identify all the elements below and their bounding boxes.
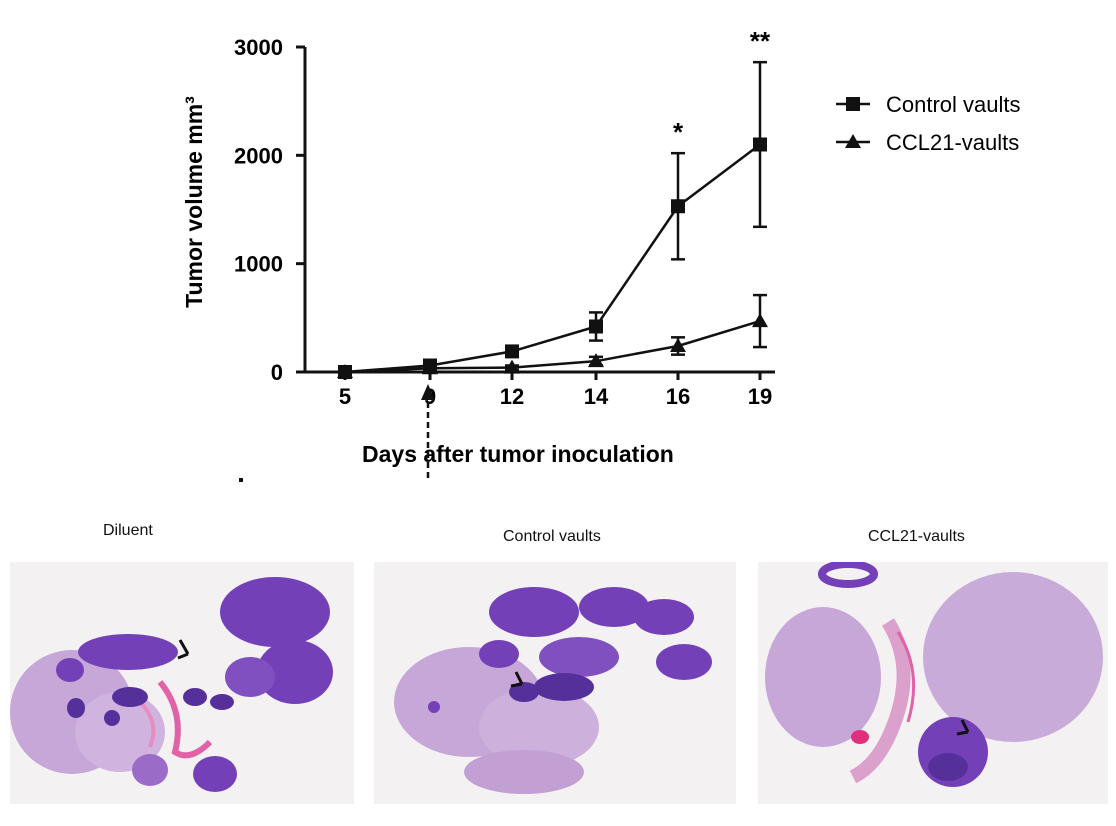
data-point-square bbox=[671, 199, 685, 214]
significance-annotation: ** bbox=[750, 26, 771, 56]
annotation-layer: *** bbox=[673, 26, 771, 147]
y-tick-label: 2000 bbox=[234, 143, 283, 168]
x-tick-label: 12 bbox=[500, 384, 524, 409]
y-tick-label: 1000 bbox=[234, 252, 283, 277]
y-tick-labels: 0 1000 2000 3000 bbox=[234, 35, 283, 385]
x-tick-label: 16 bbox=[666, 384, 690, 409]
y-axis-label: Tumor volume mm³ bbox=[181, 96, 207, 308]
data-point-triangle bbox=[337, 364, 353, 378]
histology-image-control-vaults bbox=[374, 562, 736, 804]
x-axis-label: Days after tumor inoculation bbox=[362, 441, 674, 467]
x-tick-label: 5 bbox=[339, 384, 351, 409]
data-point-triangle bbox=[670, 338, 686, 352]
chart-legend: Control vaults CCL21-vaults bbox=[836, 92, 1021, 155]
chart-axes bbox=[296, 45, 775, 380]
y-tick-label: 3000 bbox=[234, 35, 283, 60]
data-point-triangle bbox=[422, 360, 438, 375]
histology-image-ccl21-vaults bbox=[758, 562, 1108, 804]
legend-marker-triangle bbox=[845, 134, 861, 148]
histology-image-diluent bbox=[10, 562, 354, 804]
series-line bbox=[344, 319, 761, 374]
data-point-triangle bbox=[752, 313, 768, 328]
panel-label-ccl21-vaults: CCL21-vaults bbox=[868, 528, 965, 545]
legend-label: CCL21-vaults bbox=[886, 130, 1019, 155]
series-line bbox=[344, 143, 761, 374]
x-tick-labels: 5912141619 bbox=[339, 384, 772, 409]
legend-label: Control vaults bbox=[886, 92, 1021, 117]
legend-marker-square bbox=[846, 97, 860, 111]
panel-label-diluent: Diluent bbox=[103, 522, 153, 539]
data-point-triangle bbox=[504, 359, 520, 374]
y-tick-label: 0 bbox=[271, 360, 283, 385]
x-tick-label: 14 bbox=[584, 384, 609, 409]
series-square bbox=[338, 60, 767, 379]
stray-dot bbox=[239, 478, 243, 482]
panel-label-control-vaults: Control vaults bbox=[503, 528, 601, 545]
series-layer bbox=[337, 60, 768, 379]
data-point-square bbox=[505, 344, 519, 359]
data-point-square bbox=[753, 137, 767, 152]
treatment-arrow-icon bbox=[421, 384, 435, 400]
significance-annotation: * bbox=[673, 117, 684, 147]
x-tick-label: 19 bbox=[748, 384, 772, 409]
data-point-triangle bbox=[588, 353, 604, 368]
series-triangle bbox=[337, 293, 768, 378]
data-point-square bbox=[589, 319, 603, 334]
